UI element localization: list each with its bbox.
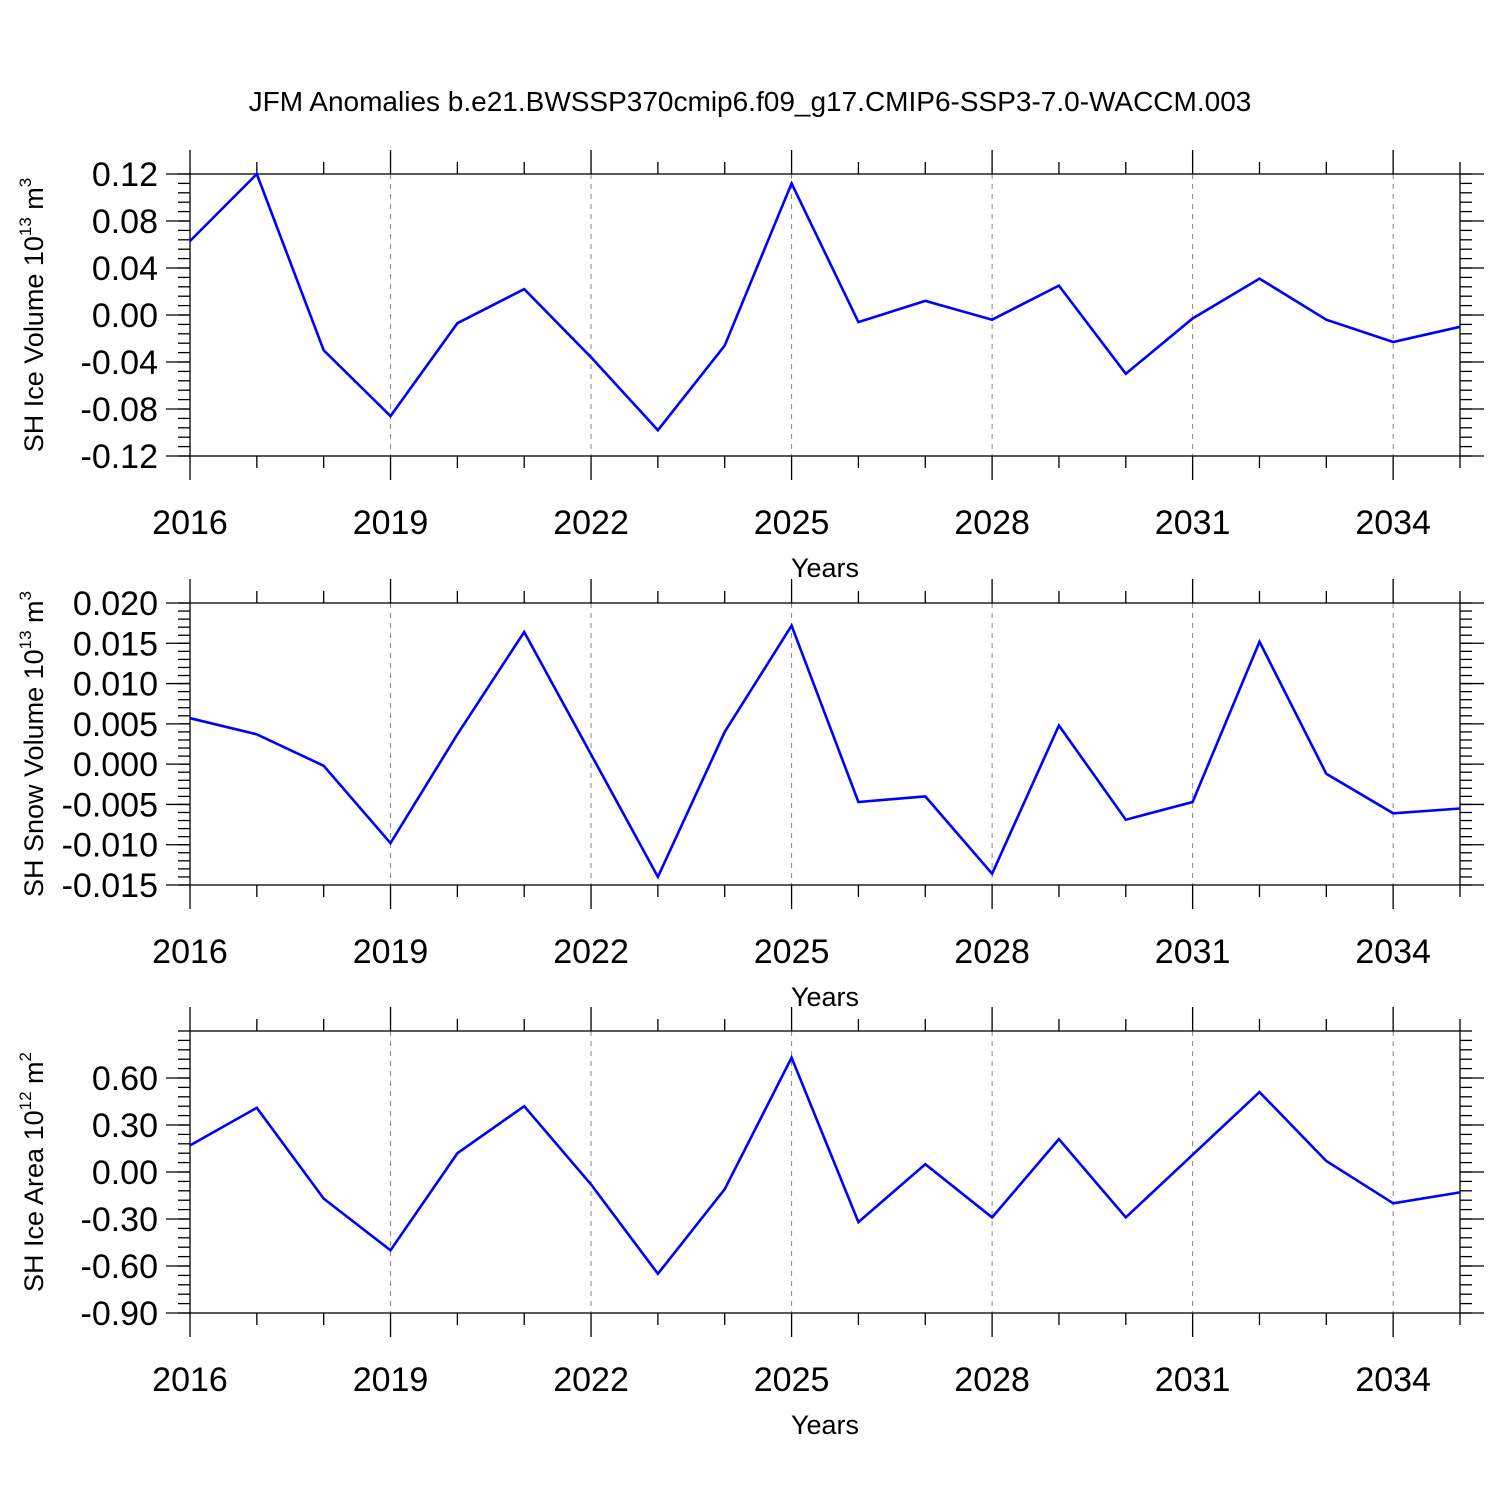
x-tick-label: 2019 <box>353 504 429 542</box>
x-axis-title: Years <box>791 553 859 583</box>
y-axis-title-superscript: 12 <box>16 1091 35 1110</box>
y-axis-title: SH Snow Volume 1013 m3 <box>16 591 49 897</box>
y-tick-label: 0.04 <box>92 250 158 288</box>
y-tick-label: 0.010 <box>73 666 158 704</box>
panels: 2016 2019 2022 2025 2028 2031 2034 0.12 0.08 0.04… <box>16 150 1484 1440</box>
y-tick-label: -0.010 <box>62 827 158 865</box>
plot-frame <box>189 173 1461 457</box>
y-axis-title-superscript: 3 <box>16 591 35 600</box>
x-tick-label: 2019 <box>353 1361 429 1399</box>
y-tick-label: -0.08 <box>81 391 159 429</box>
x-tick-label: 2031 <box>1155 504 1231 542</box>
y-axis-title: SH Ice Volume 1013 m3 <box>16 178 49 453</box>
y-axis-title-part: m <box>19 1061 49 1091</box>
x-tick-label: 2031 <box>1155 1361 1231 1399</box>
panel-2: 2016 2019 2022 2025 2028 2031 20340.0200.0150.… <box>16 579 1484 1012</box>
y-tick-label: 0.00 <box>92 297 158 335</box>
y-tick-label: 0.015 <box>73 625 158 663</box>
plot-frame <box>189 1030 1461 1314</box>
y-axis-title-part: SH Ice Area 10 <box>19 1110 49 1292</box>
y-tick-label: -0.015 <box>62 867 158 905</box>
series-line-1 <box>189 622 1461 880</box>
y-tick-label: 0.00 <box>92 1154 158 1192</box>
y-tick-label: -0.30 <box>81 1201 159 1239</box>
x-tick-label: 2028 <box>954 933 1030 971</box>
x-tick-label: 2028 <box>954 1361 1030 1399</box>
y-tick-label: 0.12 <box>92 156 158 194</box>
y-axis-title-part: m <box>19 187 49 217</box>
x-tick-label: 2022 <box>553 504 629 542</box>
x-tick-label: 2022 <box>553 933 629 971</box>
series-line-1 <box>189 1054 1461 1276</box>
y-tick-label: -0.60 <box>81 1248 159 1286</box>
y-axis-title-part: m <box>19 600 49 630</box>
x-tick-label: 2034 <box>1355 1361 1431 1399</box>
series-line-1 <box>189 171 1461 433</box>
y-tick-label: -0.04 <box>81 344 159 382</box>
y-axis-title-superscript: 3 <box>16 178 35 187</box>
y-tick-label: -0.90 <box>81 1295 159 1333</box>
y-tick-label: 0.000 <box>73 746 158 784</box>
y-axis-title-superscript: 13 <box>16 217 35 236</box>
x-tick-label: 2016 <box>152 1361 228 1399</box>
y-axis-title-superscript: 2 <box>16 1052 35 1061</box>
x-tick-label: 2016 <box>152 504 228 542</box>
x-axis-title: Years <box>791 982 859 1012</box>
y-tick-label: -0.12 <box>81 438 159 476</box>
x-tick-label: 2031 <box>1155 933 1231 971</box>
x-tick-label: 2025 <box>754 1361 830 1399</box>
x-tick-label: 2034 <box>1355 504 1431 542</box>
panel-1: 2016 2019 2022 2025 2028 2031 2034 0.12 0.08 0.04… <box>16 150 1484 583</box>
y-axis-title-part: SH Ice Volume 10 <box>19 236 49 452</box>
plot-frame <box>189 602 1461 886</box>
y-tick-label: 0.60 <box>92 1060 158 1098</box>
y-tick-label: -0.005 <box>62 786 158 824</box>
y-tick-label: 0.020 <box>73 585 158 623</box>
x-tick-label: 2022 <box>553 1361 629 1399</box>
y-tick-label: 0.005 <box>73 706 158 744</box>
x-tick-label: 2028 <box>954 504 1030 542</box>
x-tick-label: 2034 <box>1355 933 1431 971</box>
x-tick-label: 2019 <box>353 933 429 971</box>
y-tick-label: 0.30 <box>92 1107 158 1145</box>
x-tick-label: 2025 <box>754 504 830 542</box>
y-axis-title-superscript: 13 <box>16 630 35 649</box>
panel-3: 2016 2019 2022 2025 2028 2031 2034 0.60 0.30 0.00… <box>16 1007 1484 1440</box>
chart-title: JFM Anomalies b.e21.BWSSP370cmip6.f09_g1… <box>249 86 1252 117</box>
x-axis-title: Years <box>791 1410 859 1440</box>
y-tick-label: 0.08 <box>92 203 158 241</box>
x-tick-label: 2016 <box>152 933 228 971</box>
x-tick-label: 2025 <box>754 933 830 971</box>
y-axis-title: SH Ice Area 1012 m2 <box>16 1052 49 1292</box>
y-axis-title-part: SH Snow Volume 10 <box>19 649 49 897</box>
